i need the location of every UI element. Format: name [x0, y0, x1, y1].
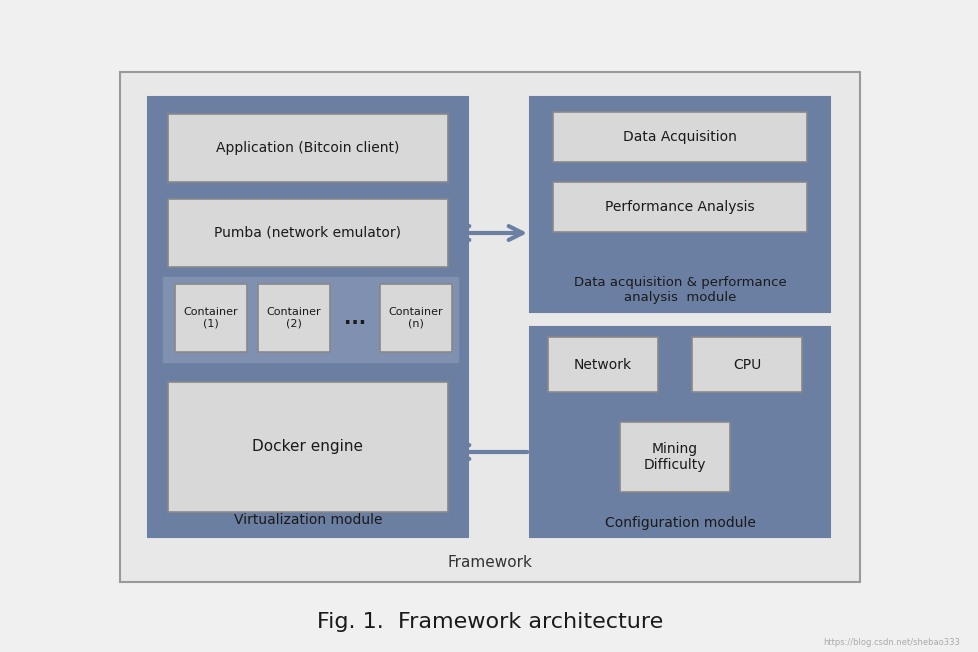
- Bar: [168, 382, 448, 512]
- Text: Framework: Framework: [447, 555, 532, 570]
- Text: Container
(2): Container (2): [266, 307, 321, 329]
- Text: Data acquisition & performance
analysis  module: Data acquisition & performance analysis …: [573, 276, 785, 304]
- Bar: [379, 284, 452, 352]
- Bar: [175, 284, 246, 352]
- Text: Virtualization module: Virtualization module: [234, 513, 381, 527]
- Bar: [691, 337, 801, 392]
- Text: Docker engine: Docker engine: [252, 439, 363, 454]
- Bar: [120, 72, 859, 582]
- Text: Application (Bitcoin client): Application (Bitcoin client): [216, 141, 399, 155]
- Text: Container
(n): Container (n): [388, 307, 443, 329]
- Bar: [553, 182, 806, 232]
- Bar: [553, 112, 806, 162]
- Text: ...: ...: [343, 308, 366, 327]
- Bar: [148, 97, 467, 537]
- Bar: [258, 284, 330, 352]
- Text: Performance Analysis: Performance Analysis: [604, 200, 754, 214]
- Text: Network: Network: [573, 358, 632, 372]
- Bar: [529, 97, 829, 312]
- Text: Container
(1): Container (1): [184, 307, 238, 329]
- Bar: [529, 327, 829, 537]
- Bar: [168, 114, 448, 182]
- Bar: [168, 199, 448, 267]
- Text: Mining
Difficulty: Mining Difficulty: [644, 442, 705, 472]
- Text: CPU: CPU: [733, 358, 760, 372]
- Bar: [548, 337, 657, 392]
- Bar: [619, 422, 730, 492]
- Text: Pumba (network emulator): Pumba (network emulator): [214, 226, 401, 240]
- Text: Fig. 1.  Framework architecture: Fig. 1. Framework architecture: [317, 612, 662, 632]
- Text: Data Acquisition: Data Acquisition: [622, 130, 736, 144]
- Text: Configuration module: Configuration module: [604, 516, 755, 530]
- Text: https://blog.csdn.net/shebao333: https://blog.csdn.net/shebao333: [822, 638, 959, 647]
- Bar: [162, 277, 458, 362]
